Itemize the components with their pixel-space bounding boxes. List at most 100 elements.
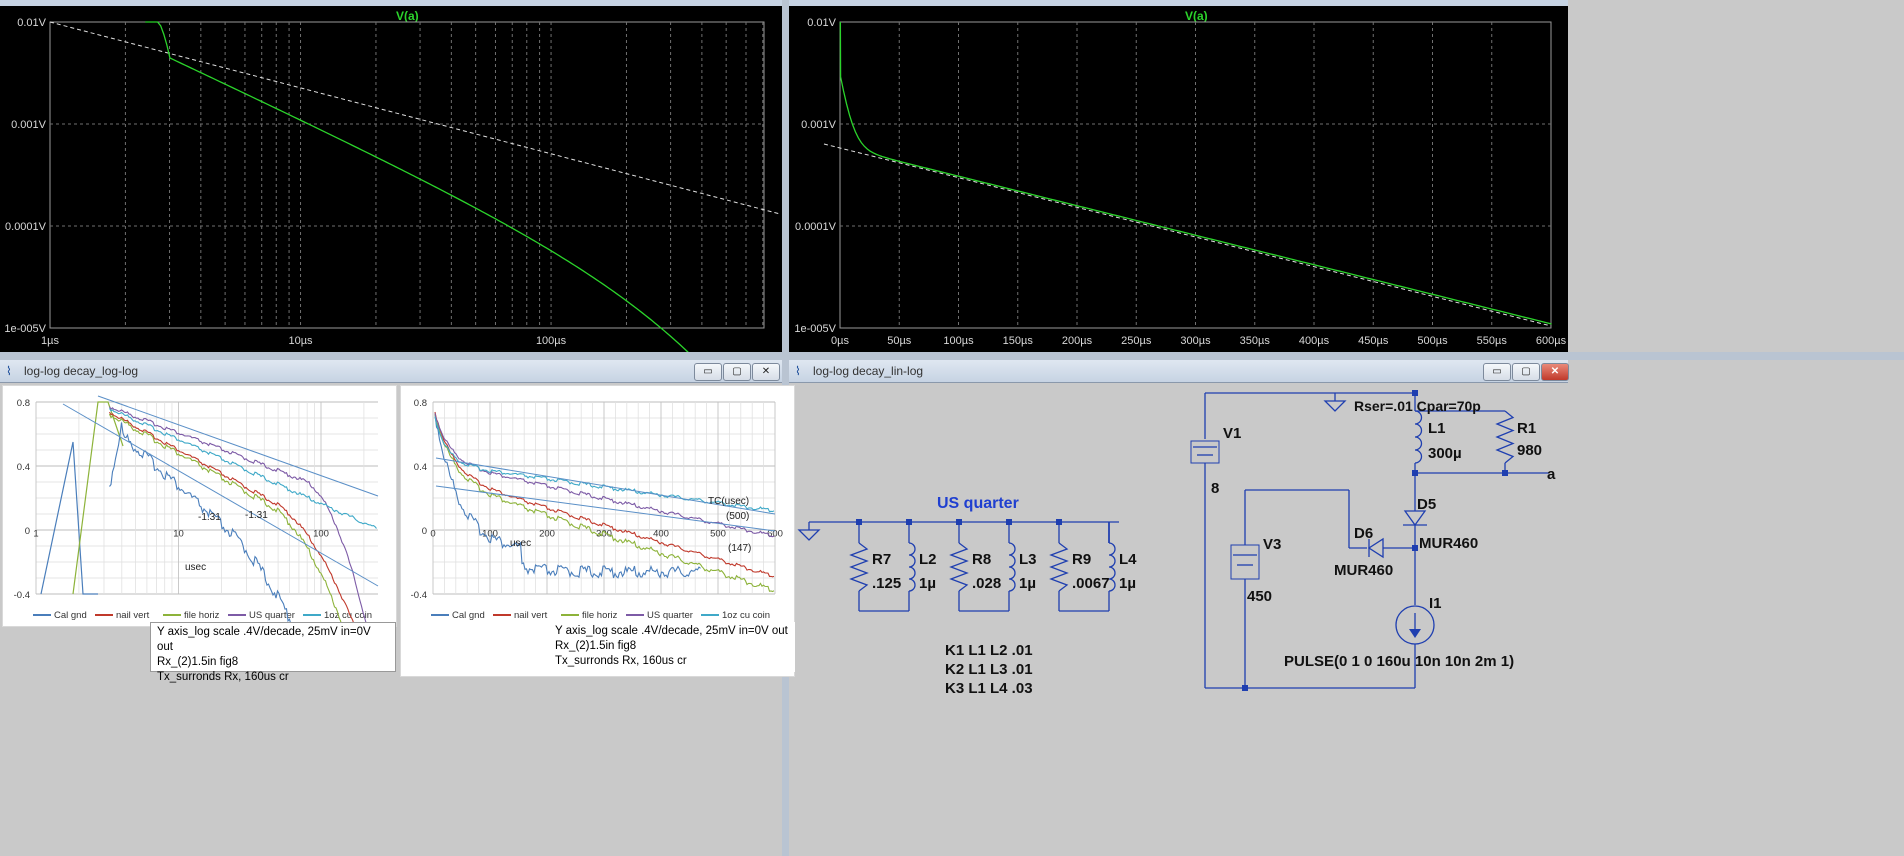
window-title: log-log decay_lin-log (813, 364, 924, 378)
y-tick-label: 0.0001V (795, 221, 837, 233)
x-tick-label: 1 (33, 529, 38, 540)
maximize-button[interactable]: ▢ (723, 363, 751, 381)
y-tick-label: -0.4 (14, 590, 30, 601)
x-tick-label: 400µs (1299, 335, 1330, 347)
component-value: MUR460 (1334, 562, 1393, 579)
series-1oz-cu-coin (109, 408, 377, 529)
window-titlebar[interactable]: ⌇ log-log decay_log-log ▭ ▢ ✕ (0, 360, 782, 383)
window-top-strip (0, 0, 782, 6)
component-label: D6 (1354, 525, 1373, 542)
x-tick-label: 450µs (1358, 335, 1389, 347)
excel-chart-linear[interactable]: 0.8 0.4 0 -0.4 0 100 200 300 400 500 600 Cal gnd nai… (401, 386, 794, 626)
legend-entry: Cal gnd (452, 610, 485, 621)
annotation: (147) (728, 543, 751, 554)
component-label: R9 (1072, 551, 1091, 568)
resistor-r7 (849, 542, 869, 592)
series-us-quarter (434, 413, 775, 538)
x-tick-label: 100µs (943, 335, 974, 347)
legend-entry: nail vert (514, 610, 548, 621)
y-tick-label: 0.0001V (5, 221, 47, 233)
excel-chart-left[interactable]: 0.8 0.4 0 -0.4 1 10 100 Cal gnd nail vert file ho… (2, 385, 397, 812)
series-cal-gnd (109, 422, 379, 812)
coupling-k2: K2 L1 L3 .01 (945, 661, 1033, 678)
minimize-button[interactable]: ▭ (1483, 363, 1511, 381)
x-tick-label: 300µs (1180, 335, 1211, 347)
x-tick-label: 100 (482, 529, 498, 540)
component-value: .125 (872, 575, 901, 592)
maximize-button[interactable]: ▢ (1512, 363, 1540, 381)
x-tick-label: 500 (710, 529, 726, 540)
x-tick-label: 300 (596, 529, 612, 540)
close-button[interactable]: ✕ (752, 363, 780, 381)
x-tick-label: 0 (430, 529, 435, 540)
component-value: 1µ (919, 575, 936, 592)
y-tick-label: 0.8 (17, 398, 30, 409)
x-tick-label: 10 (173, 529, 184, 540)
component-label: L4 (1119, 551, 1137, 568)
fit-line (435, 457, 776, 515)
coupling-k3: K3 L1 L4 .03 (945, 680, 1033, 697)
junction (1502, 470, 1508, 476)
component-value: MUR460 (1419, 535, 1478, 552)
trace-label[interactable]: V(a) (396, 9, 419, 23)
annotation: -1.31 (245, 510, 268, 521)
note-line: Rx_(2)1.5in fig8 (555, 640, 637, 652)
legend-entry: nail vert (116, 610, 150, 621)
series-file-horiz (434, 414, 775, 593)
plot-window-log-log[interactable]: V(a) 0.01V 0.001V 0.0001V 1e-005V 1µs 10µs 100… (0, 0, 782, 352)
x-axis-label: usec (185, 562, 206, 573)
component-value: .028 (972, 575, 1001, 592)
component-label: L1 (1428, 420, 1446, 437)
note-line: Y axis_log scale .4V/decade, 25mV in=0V … (157, 626, 371, 653)
plot-window-lin-log[interactable]: V(a) 0.01V 0.001V 0.0001V 1e-005V 0µs 50µs 100… (789, 0, 1568, 352)
legend-entry: Cal gnd (54, 610, 87, 621)
inductor-l1 (1414, 410, 1423, 464)
x-tick-label: 100µs (536, 335, 567, 347)
window-titlebar[interactable]: ⌇ log-log decay_lin-log ▭ ▢ ✕ (789, 360, 1569, 383)
horizontal-divider[interactable] (0, 352, 1904, 360)
fit-line (62, 403, 379, 587)
excel-chart-log[interactable]: 0.8 0.4 0 -0.4 1 10 100 Cal gnd nail vert file ho… (3, 386, 396, 812)
x-tick-label: 500µs (1417, 335, 1448, 347)
battery-v1 (1190, 440, 1220, 464)
component-label: L2 (919, 551, 937, 568)
ground-symbol (797, 529, 821, 541)
component-value: .0067 (1072, 575, 1110, 592)
plot-frame (49, 21, 765, 329)
resistor-r8 (949, 542, 969, 592)
legend-entry: 1oz cu coin (324, 610, 372, 621)
component-value: 980 (1517, 442, 1542, 459)
x-tick-label: 350µs (1240, 335, 1271, 347)
fit-line (97, 395, 379, 497)
trace-label[interactable]: V(a) (1185, 9, 1208, 23)
component-label: R8 (972, 551, 991, 568)
component-label: L3 (1019, 551, 1037, 568)
legend-entry: file horiz (184, 610, 220, 621)
minimize-button[interactable]: ▭ (694, 363, 722, 381)
y-tick-label: 0 (25, 526, 30, 537)
component-label: R7 (872, 551, 891, 568)
series-nail-vert (109, 411, 375, 678)
x-tick-label: 200µs (1062, 335, 1093, 347)
legend-entry: 1oz cu coin (722, 610, 770, 621)
y-tick-label: 0.4 (17, 462, 30, 473)
window-lin-log-schematic[interactable]: ⌇ log-log decay_lin-log ▭ ▢ ✕ US quarter… (789, 360, 1569, 856)
schematic-heading: US quarter (937, 495, 1019, 512)
note-line: Tx_surronds Rx, 160us cr (157, 671, 289, 683)
x-tick-label: 600µs (1536, 335, 1567, 347)
close-button[interactable]: ✕ (1541, 363, 1569, 381)
x-tick-label: 100 (313, 529, 329, 540)
note-box-left: Y axis_log scale .4V/decade, 25mV in=0V … (150, 622, 396, 683)
window-top-strip (789, 0, 1568, 6)
note-line: Tx_surronds Rx, 160us cr (555, 655, 687, 667)
y-tick-label: 0.001V (11, 119, 47, 131)
junction (1242, 685, 1248, 691)
annotation: -1.31 (198, 512, 221, 523)
series-cal-gnd (40, 441, 98, 595)
resistor-r9 (1049, 542, 1069, 592)
note-line: Y axis_log scale .4V/decade, 25mV in=0V … (555, 625, 788, 637)
schematic-canvas[interactable]: US quarter R7 .125 L2 1µ R8 .028 L3 1µ R9 .0067 L4 1… (789, 383, 1568, 856)
series-cal-gnd (434, 413, 701, 579)
